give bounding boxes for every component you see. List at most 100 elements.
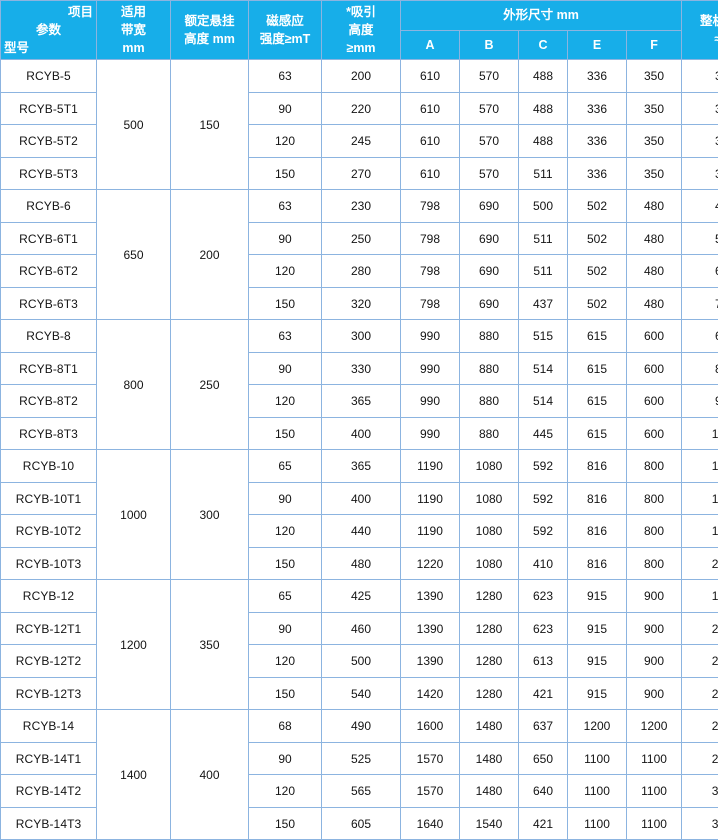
cell-dim-b: 1280 bbox=[460, 612, 519, 645]
cell-dim-c: 511 bbox=[519, 255, 568, 288]
cell-dim-a: 798 bbox=[401, 190, 460, 223]
cell-dim-a: 798 bbox=[401, 255, 460, 288]
cell-dim-b: 570 bbox=[460, 92, 519, 125]
cell-dim-f: 1100 bbox=[627, 742, 682, 775]
cell-dim-c: 637 bbox=[519, 710, 568, 743]
cell-total-weight: 1880 bbox=[682, 515, 718, 548]
cell-dim-c: 500 bbox=[519, 190, 568, 223]
cell-attraction-height: 525 bbox=[322, 742, 401, 775]
cell-dim-f: 350 bbox=[627, 125, 682, 158]
corner-label-model: 型号 bbox=[4, 39, 93, 57]
cell-dim-a: 610 bbox=[401, 92, 460, 125]
cell-magnetic-intensity: 150 bbox=[249, 677, 322, 710]
cell-dim-b: 1280 bbox=[460, 580, 519, 613]
cell-dim-a: 610 bbox=[401, 125, 460, 158]
table-row: RCYB-12120035065425139012806239159001783 bbox=[1, 580, 718, 613]
magnetic-intensity-line2: 强度≥mT bbox=[252, 30, 318, 48]
cell-total-weight: 453 bbox=[682, 190, 718, 223]
cell-dim-a: 610 bbox=[401, 60, 460, 93]
cell-dim-e: 615 bbox=[568, 352, 627, 385]
cell-dim-a: 990 bbox=[401, 385, 460, 418]
corner-label-item: 项目 bbox=[4, 3, 93, 21]
cell-dim-b: 880 bbox=[460, 417, 519, 450]
cell-dim-e: 336 bbox=[568, 125, 627, 158]
cell-dim-e: 1200 bbox=[568, 710, 627, 743]
cell-model: RCYB-8 bbox=[1, 320, 97, 353]
cell-dim-a: 610 bbox=[401, 157, 460, 190]
cell-model: RCYB-14T3 bbox=[1, 807, 97, 840]
table-body: RCYB-550015063200610570488336350310 RCYB-… bbox=[1, 60, 718, 840]
total-weight-unit: ≈kg bbox=[685, 30, 718, 48]
cell-dim-f: 480 bbox=[627, 190, 682, 223]
cell-dim-a: 1390 bbox=[401, 645, 460, 678]
cell-attraction-height: 200 bbox=[322, 60, 401, 93]
cell-dim-f: 600 bbox=[627, 417, 682, 450]
cell-dim-c: 623 bbox=[519, 612, 568, 645]
cell-attraction-height: 425 bbox=[322, 580, 401, 613]
cell-attraction-height: 400 bbox=[322, 417, 401, 450]
cell-dim-b: 1480 bbox=[460, 742, 519, 775]
header-dim-c: C bbox=[519, 30, 568, 60]
header-dimensions-group: 外形尺寸 mm bbox=[401, 1, 682, 31]
cell-model: RCYB-8T3 bbox=[1, 417, 97, 450]
cell-dim-e: 615 bbox=[568, 417, 627, 450]
cell-magnetic-intensity: 120 bbox=[249, 255, 322, 288]
cell-total-weight: 1030 bbox=[682, 417, 718, 450]
cell-dim-e: 502 bbox=[568, 255, 627, 288]
cell-dim-a: 990 bbox=[401, 417, 460, 450]
table-row: RCYB-550015063200610570488336350310 bbox=[1, 60, 718, 93]
cell-dim-f: 800 bbox=[627, 450, 682, 483]
cell-attraction-height: 365 bbox=[322, 385, 401, 418]
cell-dim-b: 880 bbox=[460, 385, 519, 418]
cell-dim-c: 421 bbox=[519, 677, 568, 710]
header-attraction-height: *吸引 高度 ≥mm bbox=[322, 1, 401, 60]
cell-dim-b: 570 bbox=[460, 60, 519, 93]
cell-dim-c: 514 bbox=[519, 385, 568, 418]
suspension-height-line2: 高度 mm bbox=[174, 30, 245, 48]
cell-dim-b: 1480 bbox=[460, 775, 519, 808]
cell-model: RCYB-6T1 bbox=[1, 222, 97, 255]
cell-attraction-height: 270 bbox=[322, 157, 401, 190]
cell-dim-a: 990 bbox=[401, 320, 460, 353]
cell-dim-e: 336 bbox=[568, 60, 627, 93]
cell-dim-f: 600 bbox=[627, 352, 682, 385]
cell-dim-e: 816 bbox=[568, 515, 627, 548]
cell-dim-c: 488 bbox=[519, 60, 568, 93]
cell-attraction-height: 400 bbox=[322, 482, 401, 515]
cell-magnetic-intensity: 150 bbox=[249, 287, 322, 320]
cell-dim-a: 1220 bbox=[401, 547, 460, 580]
cell-dim-f: 600 bbox=[627, 385, 682, 418]
cell-dim-c: 515 bbox=[519, 320, 568, 353]
cell-dim-a: 1390 bbox=[401, 580, 460, 613]
cell-magnetic-intensity: 90 bbox=[249, 612, 322, 645]
cell-dim-c: 488 bbox=[519, 92, 568, 125]
cell-total-weight: 2030 bbox=[682, 547, 718, 580]
cell-attraction-height: 540 bbox=[322, 677, 401, 710]
cell-dim-f: 480 bbox=[627, 222, 682, 255]
cell-dim-f: 1200 bbox=[627, 710, 682, 743]
header-corner-cell: 项目 参数 型号 bbox=[1, 1, 97, 60]
cell-dim-c: 592 bbox=[519, 450, 568, 483]
header-row-primary: 项目 参数 型号 适用 带宽 mm 额定悬挂 高度 mm 磁感应 强度≥mT *… bbox=[1, 1, 718, 31]
cell-dim-b: 570 bbox=[460, 157, 519, 190]
cell-magnetic-intensity: 90 bbox=[249, 742, 322, 775]
cell-model: RCYB-12T2 bbox=[1, 645, 97, 678]
cell-dim-c: 623 bbox=[519, 580, 568, 613]
cell-dim-a: 1420 bbox=[401, 677, 460, 710]
cell-belt-width: 500 bbox=[97, 60, 171, 190]
cell-attraction-height: 280 bbox=[322, 255, 401, 288]
cell-attraction-height: 245 bbox=[322, 125, 401, 158]
header-suspension-height: 额定悬挂 高度 mm bbox=[171, 1, 249, 60]
attraction-height-unit: ≥mm bbox=[325, 39, 397, 57]
cell-dim-b: 1280 bbox=[460, 645, 519, 678]
cell-dim-c: 511 bbox=[519, 222, 568, 255]
cell-total-weight: 2218 bbox=[682, 612, 718, 645]
cell-dim-c: 514 bbox=[519, 352, 568, 385]
cell-model: RCYB-6 bbox=[1, 190, 97, 223]
cell-attraction-height: 220 bbox=[322, 92, 401, 125]
cell-dim-e: 1100 bbox=[568, 807, 627, 840]
cell-dim-a: 1570 bbox=[401, 775, 460, 808]
cell-dim-a: 1190 bbox=[401, 450, 460, 483]
cell-dim-e: 915 bbox=[568, 580, 627, 613]
cell-total-weight: 2710 bbox=[682, 645, 718, 678]
